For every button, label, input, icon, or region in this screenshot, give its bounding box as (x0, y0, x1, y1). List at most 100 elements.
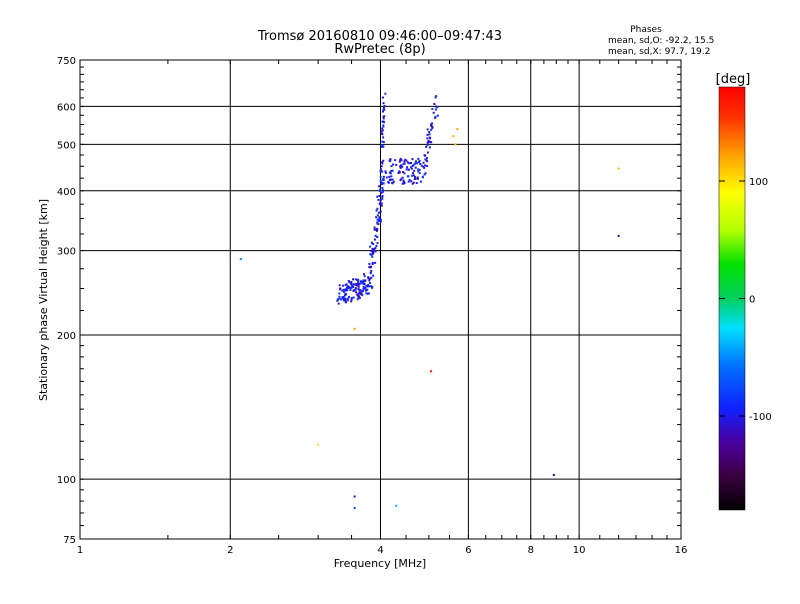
trace-point (434, 105, 437, 108)
echo-point (552, 474, 555, 477)
trace-point (426, 151, 429, 154)
trace-point (357, 280, 360, 283)
trace-point (382, 136, 385, 139)
trace-point (424, 158, 427, 161)
trace-point (379, 179, 382, 182)
echo-point (454, 143, 457, 146)
trace-point (346, 299, 349, 302)
trace-point (371, 252, 374, 255)
trace-point (414, 162, 417, 165)
trace-point (400, 159, 403, 162)
trace-point (380, 170, 383, 173)
trace-point (372, 242, 375, 245)
trace-point (352, 283, 355, 286)
y-tick-label-75: 75 (63, 535, 76, 546)
echo-point (452, 135, 455, 138)
y-axis-label: Stationary phase Virtual Height [km] (37, 199, 50, 401)
trace-point (390, 178, 393, 181)
trace-point (347, 280, 350, 283)
trace-point (384, 170, 387, 173)
trace-point (342, 288, 345, 291)
trace-point (379, 168, 382, 171)
trace-point (388, 171, 391, 174)
trace-point (378, 216, 381, 219)
trace-point (413, 162, 416, 165)
trace-point (350, 286, 353, 289)
trace-point (378, 194, 381, 197)
trace-point (337, 302, 340, 305)
y-tick-label-100: 100 (57, 475, 76, 486)
trace-point (361, 294, 364, 297)
trace-point (365, 289, 368, 292)
trace-point (374, 250, 377, 253)
trace-point (336, 298, 339, 301)
trace-point (418, 172, 421, 175)
trace-point (411, 164, 414, 167)
echo-point (353, 327, 356, 330)
trace-point (381, 129, 384, 132)
trace-point (366, 288, 369, 291)
trace-point (391, 178, 394, 181)
phase-stats-title: Phases (630, 25, 662, 35)
trace-point (376, 195, 379, 198)
trace-point (375, 244, 378, 247)
trace-point (359, 291, 362, 294)
trace-point (377, 220, 380, 223)
trace-point (382, 102, 385, 105)
trace-point (404, 158, 407, 161)
trace-point (384, 92, 387, 95)
trace-point (381, 178, 384, 181)
trace-point (413, 177, 416, 180)
trace-point (356, 293, 359, 296)
trace-point (365, 292, 368, 295)
trace-point (356, 283, 359, 286)
trace-point (381, 183, 384, 186)
trace-point (341, 297, 344, 300)
trace-point (373, 228, 376, 231)
trace-point (357, 294, 360, 297)
trace-point (382, 121, 385, 124)
trace-point (372, 248, 375, 251)
trace-point (382, 175, 385, 178)
phase-stats-o: mean, sd,O: -92.2, 15.5 (608, 36, 714, 46)
trace-point (385, 176, 388, 179)
trace-point (362, 283, 365, 286)
trace-point (359, 280, 362, 283)
trace-point (379, 218, 382, 221)
chart-title: Tromsø 20160810 09:46:00–09:47:43 (257, 29, 502, 44)
trace-point (352, 289, 355, 292)
trace-point (357, 292, 360, 295)
trace-point (379, 181, 382, 184)
trace-point (369, 245, 372, 248)
trace-point (381, 144, 384, 147)
trace-point (423, 166, 426, 169)
trace-point (401, 165, 404, 168)
x-tick-label-16: 16 (675, 545, 688, 556)
trace-point (424, 154, 427, 157)
trace-point (369, 272, 372, 275)
trace-point (342, 284, 345, 287)
trace-point (409, 162, 412, 165)
trace-point (342, 296, 345, 299)
trace-point (416, 162, 419, 165)
trace-point (412, 174, 415, 177)
trace-point (376, 221, 379, 224)
echo-point (617, 234, 620, 237)
trace-point (411, 172, 414, 175)
trace-point (363, 283, 366, 286)
trace-point (347, 285, 350, 288)
trace-point (382, 124, 385, 127)
trace-point (350, 300, 353, 303)
trace-point (381, 194, 384, 197)
trace-point (387, 181, 390, 184)
echo-point (353, 495, 356, 498)
trace-point (381, 195, 384, 198)
trace-point (416, 176, 419, 179)
trace-point (392, 180, 395, 183)
trace-point (390, 169, 393, 172)
trace-point (399, 159, 402, 162)
trace-point (403, 162, 406, 165)
trace-point (381, 127, 384, 130)
trace-point (365, 284, 368, 287)
